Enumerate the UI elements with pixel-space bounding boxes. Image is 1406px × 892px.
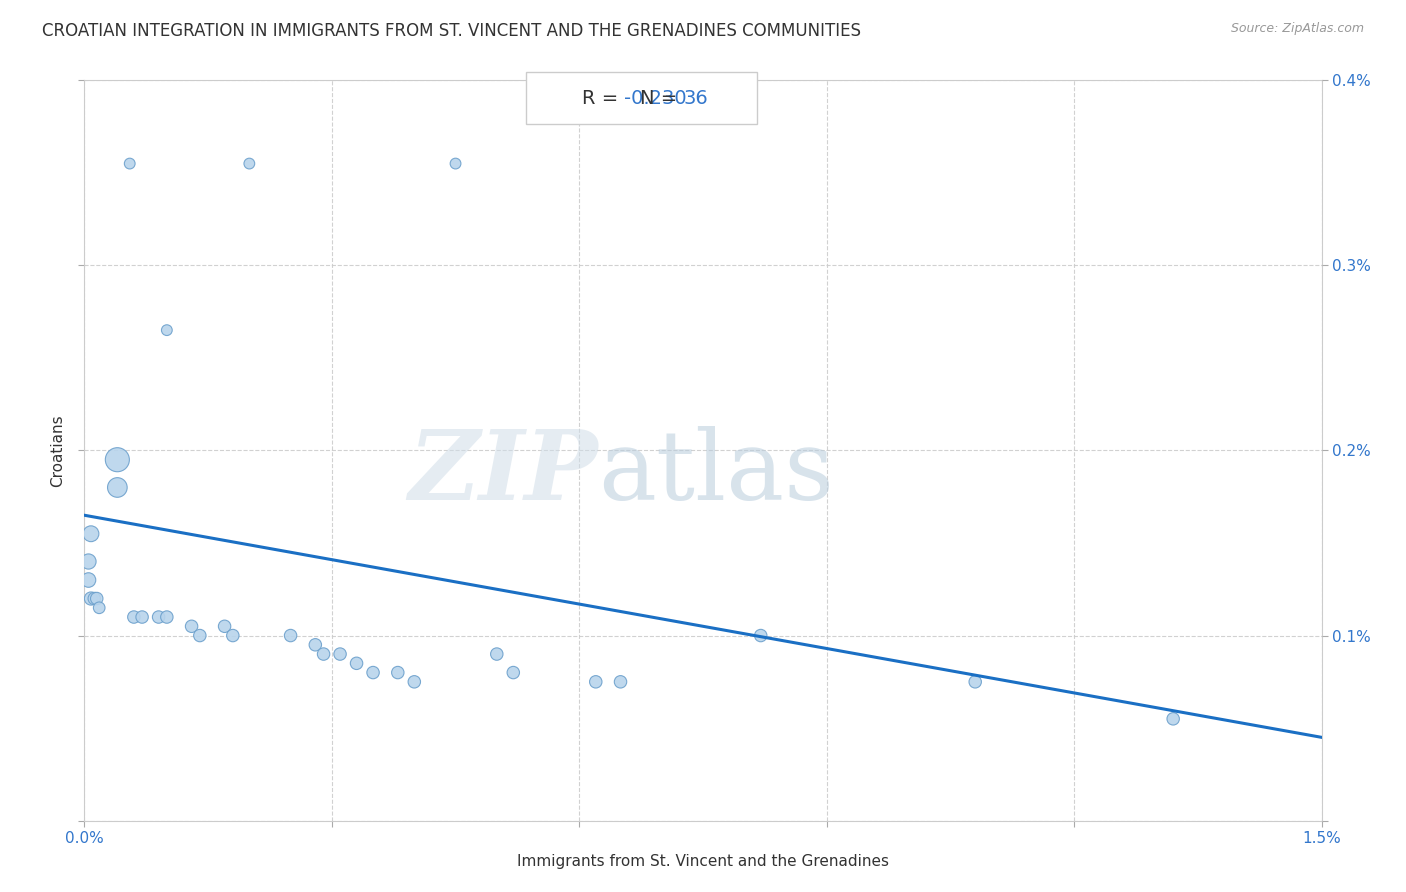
Point [80, 591, 103, 606]
Point [83, 591, 105, 606]
Point [444, 156, 467, 170]
Point [312, 647, 335, 661]
Point [105, 452, 128, 467]
Point [80, 526, 103, 541]
Point [387, 665, 409, 680]
Point [122, 610, 145, 624]
Text: CROATIAN INTEGRATION IN IMMIGRANTS FROM ST. VINCENT AND THE GRENADINES COMMUNITI: CROATIAN INTEGRATION IN IMMIGRANTS FROM … [42, 22, 862, 40]
Point [89, 600, 111, 615]
Point [329, 647, 352, 661]
Point [131, 610, 153, 624]
Point [609, 674, 631, 689]
Text: R =: R = [582, 88, 624, 108]
Point [502, 665, 524, 680]
Point [77, 573, 100, 587]
Point [105, 481, 128, 495]
Point [749, 629, 772, 643]
Text: 36: 36 [683, 88, 709, 108]
Point [238, 156, 260, 170]
Text: atlas: atlas [598, 425, 834, 520]
Point [404, 674, 426, 689]
Text: -0.230: -0.230 [624, 88, 688, 108]
Point [86, 591, 108, 606]
Point [1161, 712, 1184, 726]
Point [156, 323, 179, 337]
Y-axis label: Croatians: Croatians [51, 414, 66, 487]
Point [304, 638, 326, 652]
Point [346, 657, 368, 671]
Point [214, 619, 236, 633]
Point [222, 629, 245, 643]
Point [188, 629, 211, 643]
Text: Source: ZipAtlas.com: Source: ZipAtlas.com [1230, 22, 1364, 36]
X-axis label: Immigrants from St. Vincent and the Grenadines: Immigrants from St. Vincent and the Gren… [517, 855, 889, 870]
Point [118, 156, 141, 170]
Point [77, 555, 100, 569]
Point [180, 619, 202, 633]
Text: N =: N = [640, 88, 683, 108]
Point [965, 674, 987, 689]
Point [485, 647, 508, 661]
Point [585, 674, 607, 689]
Point [361, 665, 384, 680]
Text: ZIP: ZIP [408, 425, 598, 520]
Point [280, 629, 302, 643]
Point [148, 610, 170, 624]
Point [156, 610, 179, 624]
